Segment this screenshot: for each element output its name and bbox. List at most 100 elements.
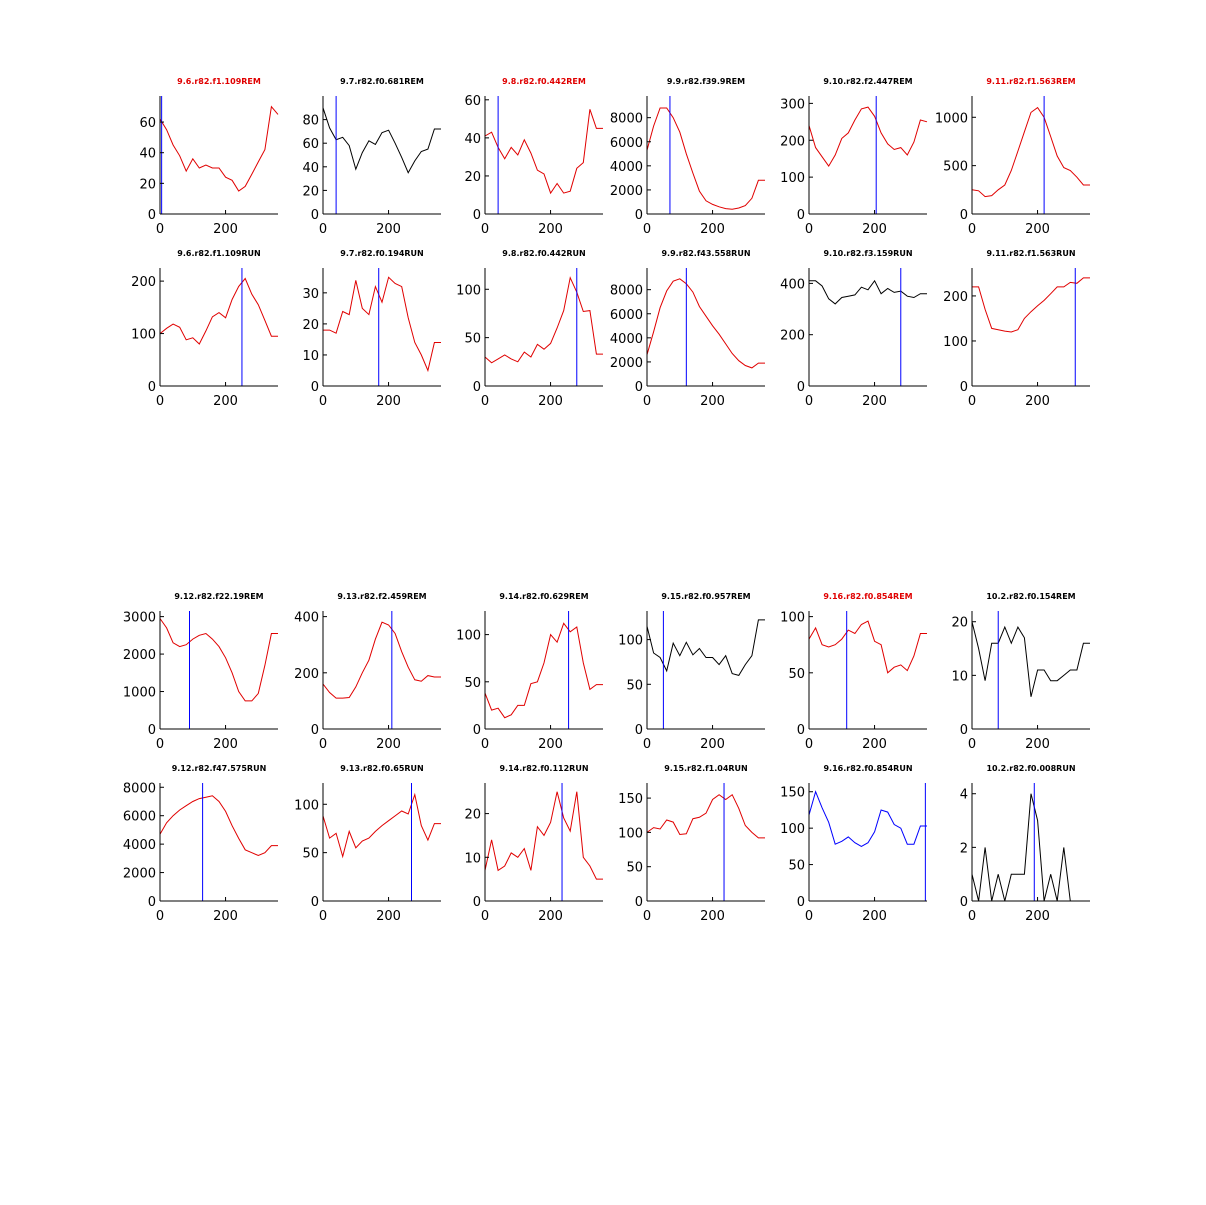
x-tick-label: 0 <box>643 737 651 752</box>
y-tick-label: 3000 <box>123 611 156 626</box>
y-tick-label: 80 <box>302 114 319 129</box>
y-tick-label: 0 <box>473 723 481 738</box>
x-tick-label: 0 <box>643 909 651 924</box>
x-tick-label: 0 <box>805 909 813 924</box>
y-tick-label: 100 <box>456 629 481 644</box>
y-tick-label: 20 <box>302 184 319 199</box>
x-tick-label: 0 <box>968 394 976 409</box>
y-tick-label: 20 <box>464 170 481 185</box>
y-tick-label: 0 <box>311 208 319 223</box>
y-tick-label: 0 <box>960 895 968 910</box>
chart-title: 9.6.r82.f1.109REM <box>177 77 261 86</box>
y-tick-label: 100 <box>294 798 319 813</box>
chart-panel: 9.12.r82.f47.575RUN 0 2000 4000 6000 8000 0 200 <box>123 764 278 924</box>
x-tick-label: 200 <box>700 737 725 752</box>
chart-panel: 9.13.r82.f0.65RUN 0 50 100 0 200 <box>294 764 441 924</box>
y-tick-label: 100 <box>618 826 643 841</box>
y-tick-label: 8000 <box>610 284 643 299</box>
y-tick-label: 0 <box>960 380 968 395</box>
y-tick-label: 0 <box>960 208 968 223</box>
series-line <box>323 276 441 373</box>
chart-title: 9.11.r82.f1.563RUN <box>986 249 1075 258</box>
chart-panel: 9.10.r82.f3.159RUN 0 200 400 0 200 <box>780 249 927 409</box>
x-tick-label: 0 <box>805 394 813 409</box>
chart-panel: 9.15.r82.f1.04RUN 0 50 100 150 0 200 <box>618 764 765 924</box>
chart-title: 9.7.r82.f0.681REM <box>340 77 424 86</box>
x-tick-label: 0 <box>805 737 813 752</box>
chart-panel: 9.7.r82.f0.194RUN 0 10 20 30 0 200 <box>302 249 441 409</box>
y-tick-label: 20 <box>302 318 319 333</box>
series-line <box>646 619 765 676</box>
series-line <box>322 792 441 859</box>
series-line <box>646 278 765 369</box>
y-tick-label: 8000 <box>123 781 156 796</box>
series-line <box>484 109 603 195</box>
y-tick-label: 0 <box>311 895 319 910</box>
y-tick-label: 50 <box>788 859 805 874</box>
x-tick-label: 200 <box>376 737 401 752</box>
x-tick-label: 200 <box>213 737 238 752</box>
series-line <box>971 106 1090 198</box>
y-tick-label: 4000 <box>610 332 643 347</box>
x-tick-label: 200 <box>1025 737 1050 752</box>
y-tick-label: 0 <box>148 895 156 910</box>
x-tick-label: 0 <box>481 737 489 752</box>
y-tick-label: 100 <box>943 335 968 350</box>
x-tick-label: 200 <box>376 394 401 409</box>
y-tick-label: 100 <box>780 822 805 837</box>
y-tick-label: 0 <box>148 380 156 395</box>
y-tick-label: 4 <box>960 788 968 803</box>
x-tick-label: 200 <box>376 909 401 924</box>
chart-title: 9.7.r82.f0.194RUN <box>340 249 423 258</box>
x-tick-label: 0 <box>319 909 327 924</box>
x-tick-label: 0 <box>319 222 327 237</box>
x-tick-label: 200 <box>376 222 401 237</box>
y-tick-label: 200 <box>131 275 156 290</box>
series-line <box>484 791 603 880</box>
chart-panel: 9.7.r82.f0.681REM 0 20 40 60 80 0 200 <box>302 77 441 237</box>
x-tick-label: 0 <box>156 737 164 752</box>
chart-title: 9.11.r82.f1.563REM <box>986 77 1075 86</box>
chart-panel: 9.11.r82.f1.563RUN 0 100 200 0 200 <box>943 249 1090 409</box>
y-tick-label: 0 <box>635 380 643 395</box>
x-tick-label: 0 <box>156 909 164 924</box>
x-tick-label: 200 <box>1025 394 1050 409</box>
chart-title: 9.12.r82.f22.19REM <box>174 592 263 601</box>
y-tick-label: 500 <box>943 160 968 175</box>
y-tick-label: 200 <box>294 667 319 682</box>
y-tick-label: 200 <box>780 134 805 149</box>
y-tick-label: 20 <box>139 177 156 192</box>
chart-title: 9.14.r82.f0.629REM <box>499 592 588 601</box>
y-tick-label: 0 <box>148 723 156 738</box>
series-line <box>808 106 928 168</box>
chart-title: 9.15.r82.f0.957REM <box>661 592 750 601</box>
chart-panel: 9.10.r82.f2.447REM 0 100 200 300 0 200 <box>780 77 928 237</box>
y-tick-label: 0 <box>148 208 156 223</box>
y-tick-label: 300 <box>780 97 805 112</box>
chart-title: 10.2.r82.f0.154REM <box>986 592 1075 601</box>
x-tick-label: 0 <box>319 394 327 409</box>
chart-panel: 9.13.r82.f2.459REM 0 200 400 0 200 <box>294 592 441 752</box>
y-tick-label: 150 <box>780 786 805 801</box>
y-tick-label: 0 <box>473 380 481 395</box>
y-tick-label: 4000 <box>610 160 643 175</box>
chart-title: 9.13.r82.f0.65RUN <box>340 764 423 773</box>
chart-title: 9.16.r82.f0.854RUN <box>823 764 912 773</box>
series-line <box>808 620 927 674</box>
chart-title: 9.13.r82.f2.459REM <box>337 592 426 601</box>
y-tick-label: 100 <box>131 328 156 343</box>
chart-title: 9.14.r82.f0.112RUN <box>499 764 588 773</box>
x-tick-label: 200 <box>213 909 238 924</box>
y-tick-label: 200 <box>780 329 805 344</box>
y-tick-label: 200 <box>943 290 968 305</box>
chart-panel: 9.8.r82.f0.442REM 0 20 40 60 0 200 <box>464 77 603 237</box>
y-tick-label: 50 <box>464 332 481 347</box>
chart-title: 9.10.r82.f2.447REM <box>823 77 912 86</box>
y-tick-label: 2 <box>960 841 968 856</box>
series-line <box>484 276 603 364</box>
x-tick-label: 0 <box>481 222 489 237</box>
y-tick-label: 20 <box>951 616 968 631</box>
y-tick-label: 400 <box>780 277 805 292</box>
